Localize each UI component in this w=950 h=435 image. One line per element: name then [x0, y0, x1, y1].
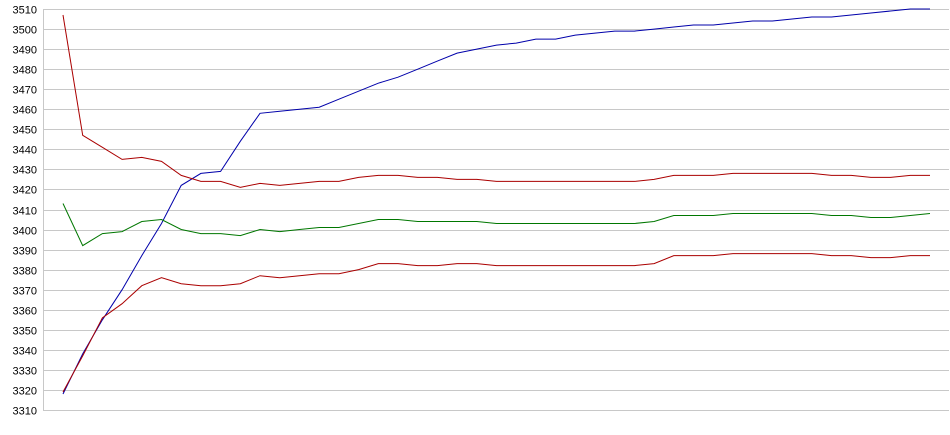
y-tick-label-3390: 3390	[13, 246, 37, 258]
y-tick-label-3500: 3500	[13, 25, 37, 37]
y-tick-label-3350: 3350	[13, 326, 37, 338]
y-tick-label-3400: 3400	[13, 226, 37, 238]
y-tick-label-3430: 3430	[13, 165, 37, 177]
y-tick-label-3480: 3480	[13, 65, 37, 77]
y-tick-label-3360: 3360	[13, 306, 37, 318]
y-tick-labels: 3310 3320 3330 3340 3350 3360 3370 3380 3390 3400…	[13, 5, 37, 418]
y-tick-label-3340: 3340	[13, 346, 37, 358]
y-tick-label-3310: 3310	[13, 406, 37, 418]
y-tick-label-3320: 3320	[13, 386, 37, 398]
y-tick-label-3470: 3470	[13, 85, 37, 97]
y-tick-label-3410: 3410	[13, 206, 37, 218]
y-tick-label-3440: 3440	[13, 145, 37, 157]
y-tick-label-3450: 3450	[13, 125, 37, 137]
series-line-4	[62, 253, 930, 393]
series-line-2	[62, 14, 930, 188]
y-tick-label-3330: 3330	[13, 366, 37, 378]
series-layer	[62, 8, 931, 395]
grid-layer	[43, 9, 949, 411]
y-tick-label-3370: 3370	[13, 286, 37, 298]
series-line-1	[62, 8, 930, 395]
y-tick-label-3460: 3460	[13, 105, 37, 117]
y-tick-label-3380: 3380	[13, 266, 37, 278]
y-tick-label-3420: 3420	[13, 185, 37, 197]
y-tick-label-3490: 3490	[13, 45, 37, 57]
series-line-3	[62, 203, 931, 247]
y-tick-label-3510: 3510	[13, 5, 37, 17]
